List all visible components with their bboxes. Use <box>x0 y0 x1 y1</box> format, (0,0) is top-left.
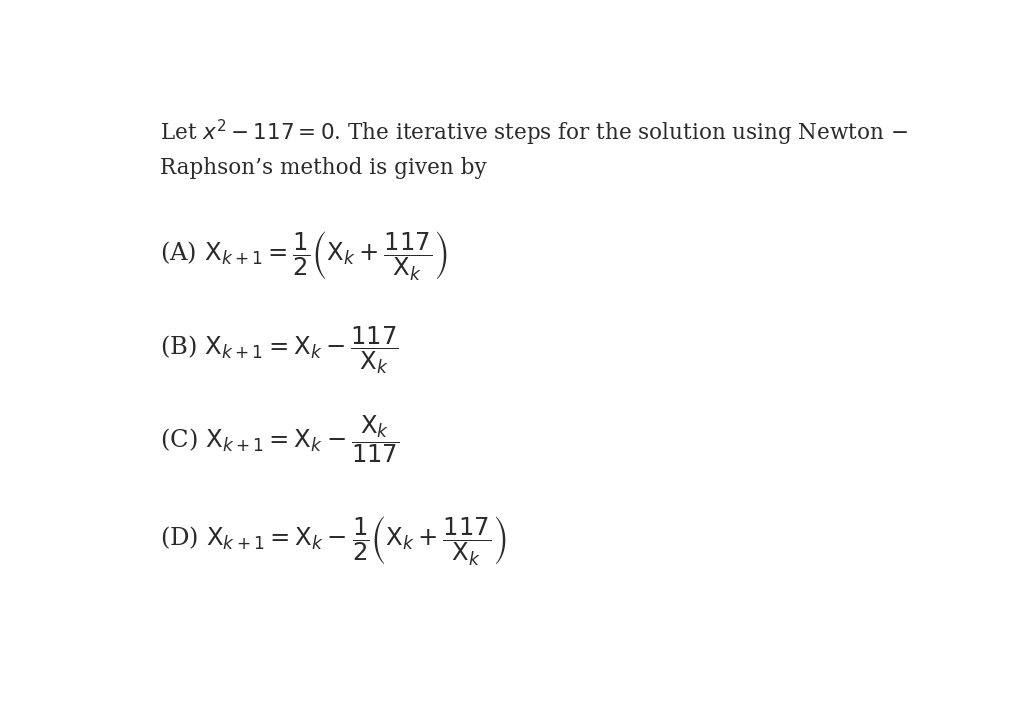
Text: (C) $\mathrm{X}_{k+1} = \mathrm{X}_k - \dfrac{\mathrm{X}_k}{117}$: (C) $\mathrm{X}_{k+1} = \mathrm{X}_k - \… <box>159 413 400 465</box>
Text: (A) $\mathrm{X}_{k+1} = \dfrac{1}{2}\left(\mathrm{X}_k + \dfrac{117}{\mathrm{X}_: (A) $\mathrm{X}_{k+1} = \dfrac{1}{2}\lef… <box>159 229 447 282</box>
Text: Let $x^2 - 117 = 0$. The iterative steps for the solution using Newton $-$: Let $x^2 - 117 = 0$. The iterative steps… <box>159 117 908 148</box>
Text: Raphson’s method is given by: Raphson’s method is given by <box>159 157 486 179</box>
Text: (D) $\mathrm{X}_{k+1} = \mathrm{X}_k - \dfrac{1}{2}\left(\mathrm{X}_k + \dfrac{1: (D) $\mathrm{X}_{k+1} = \mathrm{X}_k - \… <box>159 514 506 567</box>
Text: (B) $\mathrm{X}_{k+1} = \mathrm{X}_k - \dfrac{117}{\mathrm{X}_k}$: (B) $\mathrm{X}_{k+1} = \mathrm{X}_k - \… <box>159 324 398 376</box>
